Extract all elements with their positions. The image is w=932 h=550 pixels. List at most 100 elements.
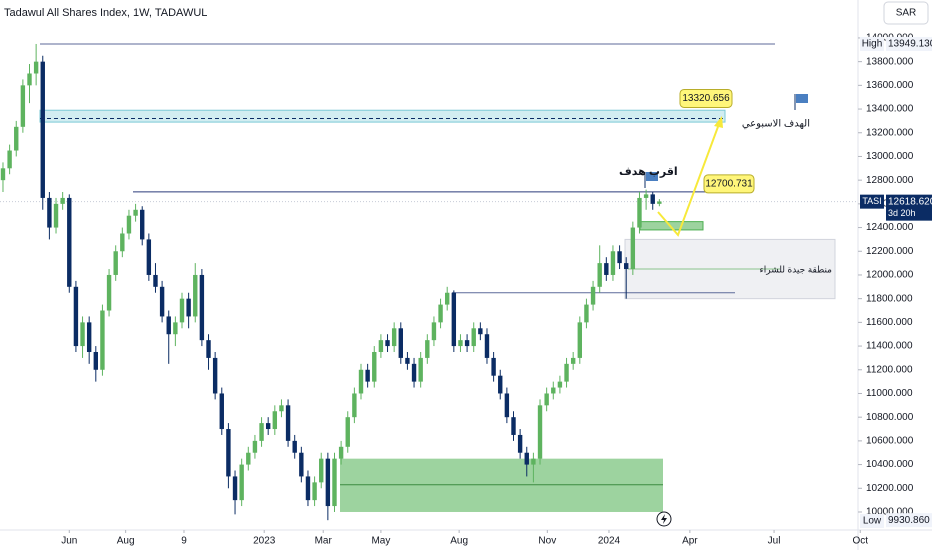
candle-body xyxy=(597,263,602,287)
candle-body xyxy=(584,304,589,323)
candle-body xyxy=(312,482,317,501)
candle-body xyxy=(106,274,112,311)
candle-body xyxy=(524,452,529,465)
plot-area xyxy=(0,43,858,521)
flag xyxy=(796,94,808,103)
candle-body xyxy=(199,274,205,341)
high-tag-box xyxy=(860,36,884,51)
candle-body xyxy=(425,340,430,358)
candle-body xyxy=(86,322,92,352)
candle-body xyxy=(365,369,370,382)
candle-body xyxy=(100,310,105,370)
candle-body xyxy=(239,464,244,501)
candle-body xyxy=(358,369,364,394)
candle-body xyxy=(126,215,132,234)
y-tick-label: 13200.000 xyxy=(866,127,914,138)
x-tick-label: Aug xyxy=(117,536,135,547)
y-tick-label: 13000.000 xyxy=(866,151,914,162)
candle-body xyxy=(557,381,563,388)
candle-body xyxy=(657,201,662,204)
y-tick-label: 10400.000 xyxy=(866,459,914,470)
weekly-target-zone xyxy=(39,109,726,123)
candle-body xyxy=(325,458,331,507)
currency[interactable]: SAR xyxy=(896,8,917,19)
candle-body xyxy=(332,458,337,507)
candle-body xyxy=(0,168,6,181)
y-tick-label: 10200.000 xyxy=(866,483,914,494)
candle-body xyxy=(186,298,191,317)
candle-body xyxy=(146,239,152,275)
near-target-label: اقرب هدف xyxy=(619,166,678,178)
y-tick-label: 10000.000 xyxy=(866,507,914,518)
candle-body xyxy=(478,328,483,335)
candle-body xyxy=(173,322,178,335)
y-tick-label: 12800.000 xyxy=(866,175,914,186)
demand-zone xyxy=(340,458,663,512)
candle-body xyxy=(458,340,463,347)
candle-body xyxy=(113,251,118,275)
currency-button[interactable] xyxy=(883,1,929,25)
candle-body xyxy=(630,227,636,270)
near-target-tag: 12700.731 xyxy=(705,179,753,190)
x-tick-label: Oct xyxy=(852,536,868,547)
candle-body xyxy=(219,393,224,430)
candle-body xyxy=(484,334,490,358)
candle-body xyxy=(265,423,271,430)
candle-body xyxy=(531,458,536,465)
flag xyxy=(646,172,658,181)
y-tick-label: 12200.000 xyxy=(866,246,914,257)
candle-body xyxy=(166,316,171,335)
candle-body xyxy=(643,194,649,198)
candle-body xyxy=(504,393,510,418)
candle-body xyxy=(14,126,19,151)
weekly-target-tag: 13320.656 xyxy=(682,93,730,104)
candle-body xyxy=(93,351,99,370)
candle-body xyxy=(564,363,569,382)
candle-body xyxy=(418,357,423,382)
candle-body xyxy=(140,209,145,240)
candle-body xyxy=(551,387,556,394)
high-price: 13949.130 xyxy=(888,39,932,50)
candle-body xyxy=(398,328,403,358)
candle-body xyxy=(252,440,258,453)
weekly-target-tag-box xyxy=(679,88,733,108)
candle-body xyxy=(206,340,211,358)
y-tick-label: 11600.000 xyxy=(866,317,913,328)
candle-body xyxy=(544,393,549,406)
candle-body xyxy=(319,458,324,483)
candle-body xyxy=(47,197,52,228)
y-tick-label: 13400.000 xyxy=(866,104,914,115)
low-tag: Low xyxy=(863,516,882,527)
candle-body xyxy=(352,393,357,418)
candle-body xyxy=(411,363,417,382)
countdown: 3d 20h xyxy=(888,208,916,218)
x-tick-label: Nov xyxy=(538,536,556,547)
low-price-box xyxy=(886,513,932,528)
x-tick-label: Aug xyxy=(450,536,468,547)
x-tick-label: Mar xyxy=(315,536,333,547)
candle-body xyxy=(279,405,284,412)
candle-body xyxy=(67,197,72,287)
y-tick-label: 10600.000 xyxy=(866,436,914,447)
chart-title: Tadawul All Shares Index, 1W, TADAWUL xyxy=(4,7,207,19)
candle-body xyxy=(577,322,583,358)
candle-body xyxy=(80,322,85,347)
candle-body xyxy=(133,209,138,216)
candle-body xyxy=(570,357,576,364)
candle-body xyxy=(159,286,165,317)
candle-body xyxy=(259,423,264,441)
candle-body xyxy=(60,197,65,204)
candle-body xyxy=(590,286,596,305)
symbol-box xyxy=(860,194,884,209)
x-tick-label: Jun xyxy=(61,536,77,547)
candle-body xyxy=(444,292,450,305)
low-tag-box xyxy=(860,514,884,528)
candle-body xyxy=(193,274,198,317)
high-tag: High xyxy=(862,39,883,50)
last-price-box xyxy=(886,194,932,221)
y-tick-label: 12000.000 xyxy=(866,270,914,281)
y-tick-label: 13800.000 xyxy=(866,56,914,67)
x-tick-label: Apr xyxy=(682,536,698,547)
candle-body xyxy=(179,298,185,323)
